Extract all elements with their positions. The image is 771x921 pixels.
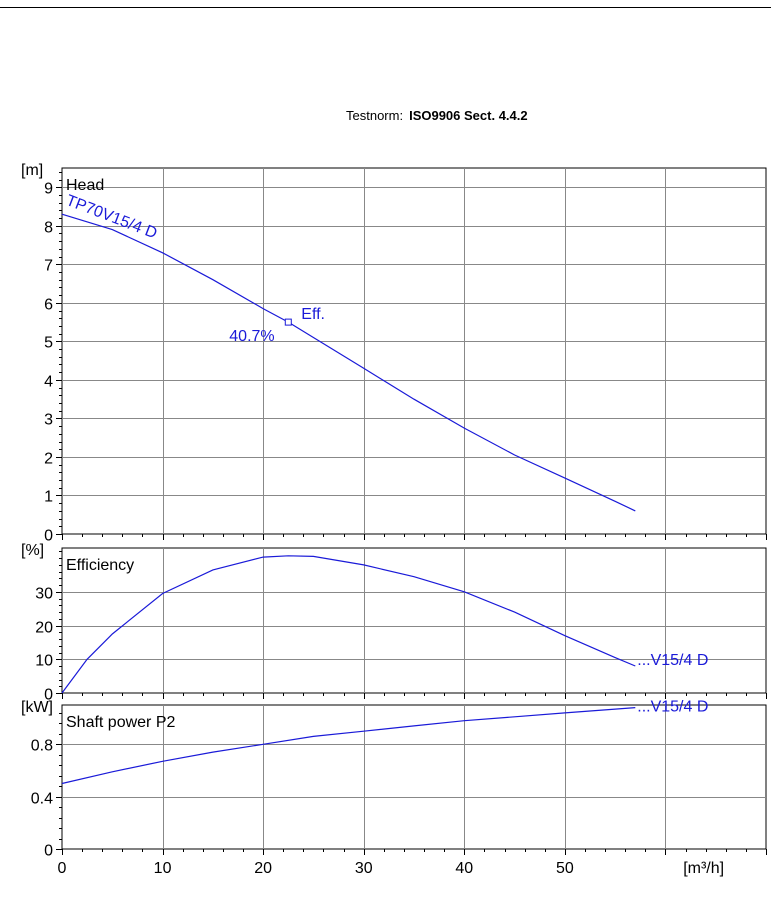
head-y-tick-label: 2 bbox=[44, 451, 53, 468]
head-y-tick-label: 8 bbox=[44, 220, 53, 237]
power-y-tick-label: 0.4 bbox=[31, 791, 53, 808]
head-panel-title: Head bbox=[66, 177, 104, 194]
efficiency-y-tick-label: 10 bbox=[35, 653, 53, 670]
power-panel-title: Shaft power P2 bbox=[66, 714, 176, 731]
head-curve bbox=[61, 213, 636, 512]
head-y-tick-label: 6 bbox=[44, 297, 53, 314]
x-tick-label: 50 bbox=[556, 860, 574, 877]
efficiency-curve bbox=[61, 555, 636, 694]
top-divider bbox=[0, 7, 771, 8]
head-y-tick-label: 1 bbox=[44, 489, 53, 506]
power-series-label: ...V15/4 D bbox=[637, 699, 708, 716]
head-y-tick-label: 0 bbox=[44, 528, 53, 545]
power-y-tick-label: 0 bbox=[44, 843, 53, 860]
duty-point-efficiency: 40.7% bbox=[229, 328, 274, 345]
power-y-tick-label: 0.8 bbox=[31, 738, 53, 755]
efficiency-y-tick-label: 20 bbox=[35, 620, 53, 637]
head-y-tick-label: 5 bbox=[44, 335, 53, 352]
x-tick-label: 10 bbox=[154, 860, 172, 877]
head-unit-label: [m] bbox=[21, 162, 43, 179]
duty-point-marker bbox=[284, 318, 292, 326]
efficiency-series-label: ...V15/4 D bbox=[637, 652, 708, 669]
x-tick-label: 40 bbox=[455, 860, 473, 877]
power-curve bbox=[61, 707, 636, 785]
head-panel-frame bbox=[61, 167, 767, 535]
head-y-tick-label: 7 bbox=[44, 258, 53, 275]
head-y-tick-label: 9 bbox=[44, 181, 53, 198]
efficiency-y-tick-label: 30 bbox=[35, 586, 53, 603]
head-y-tick-label: 4 bbox=[44, 374, 53, 391]
x-tick-label: 20 bbox=[254, 860, 272, 877]
testnorm-line: Testnorm: ISO9906 Sect. 4.4.2 bbox=[346, 108, 528, 123]
testnorm-label: Testnorm: bbox=[346, 108, 404, 123]
x-axis-unit-label: [m³/h] bbox=[683, 860, 724, 877]
x-tick-label: 0 bbox=[58, 860, 67, 877]
efficiency-y-tick-label: 0 bbox=[44, 687, 53, 704]
power-unit-label: [kW] bbox=[21, 699, 53, 716]
efficiency-unit-label: [%] bbox=[21, 542, 44, 559]
x-tick-label: 30 bbox=[355, 860, 373, 877]
testnorm-value: ISO9906 Sect. 4.4.2 bbox=[409, 108, 528, 123]
duty-point-label: Eff. bbox=[301, 306, 325, 323]
power-panel-frame bbox=[61, 704, 767, 850]
efficiency-panel-title: Efficiency bbox=[66, 557, 134, 574]
head-y-tick-label: 3 bbox=[44, 412, 53, 429]
efficiency-panel-frame bbox=[61, 547, 767, 694]
